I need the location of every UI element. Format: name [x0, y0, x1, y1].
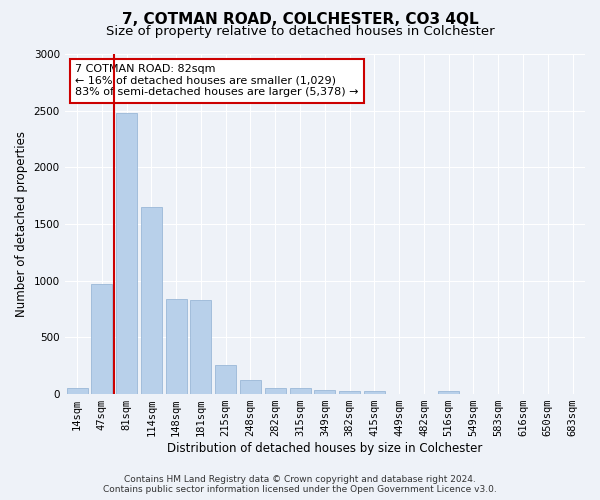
- Text: 7 COTMAN ROAD: 82sqm
← 16% of detached houses are smaller (1,029)
83% of semi-de: 7 COTMAN ROAD: 82sqm ← 16% of detached h…: [75, 64, 359, 98]
- Bar: [438, 390, 459, 394]
- Bar: [166, 299, 187, 394]
- Bar: [215, 365, 236, 394]
- Text: 7, COTMAN ROAD, COLCHESTER, CO3 4QL: 7, COTMAN ROAD, COLCHESTER, CO3 4QL: [122, 12, 478, 28]
- Bar: [265, 388, 286, 394]
- Bar: [240, 380, 261, 394]
- Bar: [91, 284, 112, 394]
- Text: Contains HM Land Registry data © Crown copyright and database right 2024.
Contai: Contains HM Land Registry data © Crown c…: [103, 474, 497, 494]
- X-axis label: Distribution of detached houses by size in Colchester: Distribution of detached houses by size …: [167, 442, 482, 455]
- Bar: [339, 391, 360, 394]
- Bar: [290, 388, 311, 394]
- Bar: [116, 113, 137, 394]
- Text: Size of property relative to detached houses in Colchester: Size of property relative to detached ho…: [106, 25, 494, 38]
- Bar: [314, 390, 335, 394]
- Bar: [141, 207, 162, 394]
- Bar: [364, 391, 385, 394]
- Bar: [67, 388, 88, 394]
- Bar: [190, 300, 211, 394]
- Y-axis label: Number of detached properties: Number of detached properties: [15, 131, 28, 317]
